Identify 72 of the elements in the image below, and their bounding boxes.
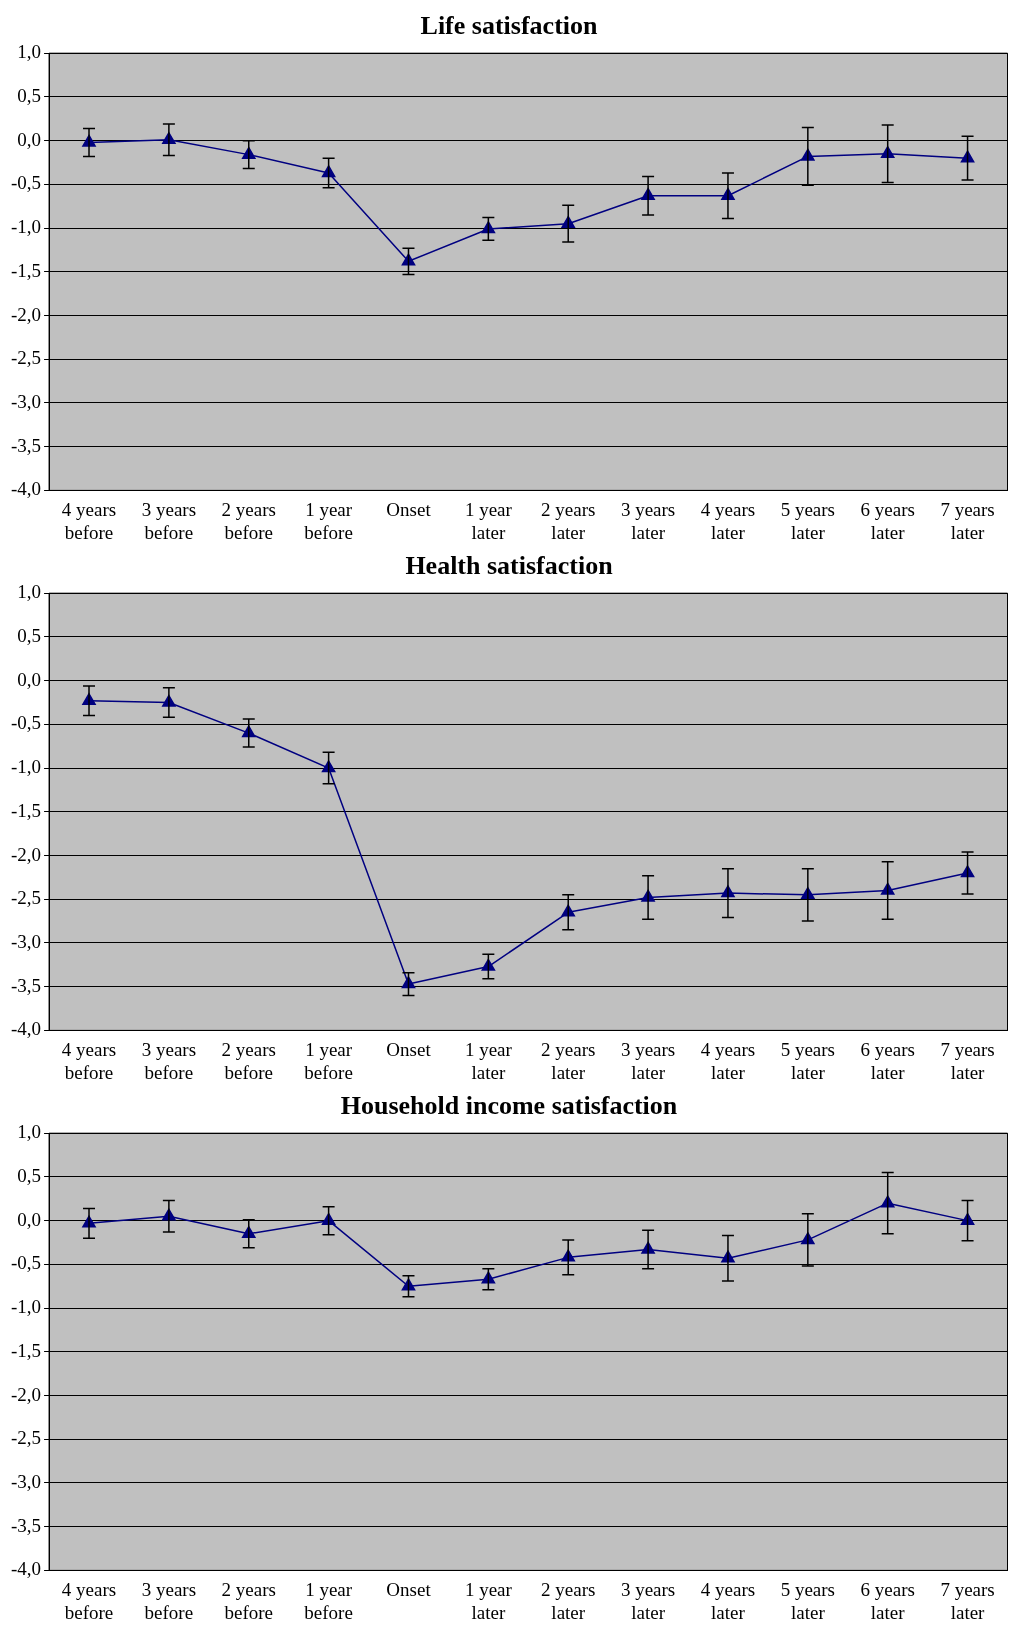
x-tick-label: Onset <box>386 1038 432 1060</box>
x-tick-label: 6 years later <box>860 498 915 543</box>
y-tick-label: -1,5 <box>11 799 42 821</box>
y-tick-label: 1,0 <box>17 581 42 603</box>
x-tick-label: Onset <box>386 498 432 520</box>
chart-title: Health satisfaction <box>405 551 614 581</box>
x-tick-label: 2 years later <box>541 1038 596 1083</box>
y-tick-label: -1,0 <box>11 756 42 778</box>
y-tick-label: -2,0 <box>11 843 42 865</box>
x-tick-label: Onset <box>386 1578 432 1600</box>
y-tick-label: 0,0 <box>17 668 42 690</box>
x-tick-label: 4 years later <box>700 498 756 543</box>
x-tick-label: 4 years before <box>61 498 117 543</box>
x-tick-label: 4 years later <box>700 1578 756 1623</box>
y-tick-label: -4,0 <box>11 478 42 500</box>
x-tick-label: 1 year later <box>464 498 513 543</box>
x-tick-label: 6 years later <box>860 1038 915 1083</box>
x-tick-label: 1 year before <box>304 498 353 543</box>
x-tick-label: 1 year before <box>304 1038 353 1083</box>
y-tick-label: -3,0 <box>11 930 42 952</box>
y-tick-label: -2,5 <box>11 347 42 369</box>
y-tick-label: -2,5 <box>11 887 42 909</box>
y-tick-label: -3,0 <box>11 1470 42 1492</box>
x-tick-label: 3 years before <box>141 1578 197 1623</box>
x-tick-label: 1 year later <box>464 1578 513 1623</box>
y-tick-label: 0,5 <box>17 1164 42 1186</box>
x-tick-label: 5 years later <box>780 498 835 543</box>
y-tick-label: 0,0 <box>17 1208 42 1230</box>
y-tick-label: -2,5 <box>11 1427 42 1449</box>
x-tick-label: 3 years later <box>620 498 676 543</box>
chart-title: Life satisfaction <box>420 11 598 41</box>
x-tick-label: 2 years before <box>221 1578 276 1623</box>
chart-title: Household income satisfaction <box>340 1091 678 1121</box>
x-tick-label: 2 years later <box>541 498 596 543</box>
x-tick-label: 7 years later <box>940 1038 995 1083</box>
y-tick-label: -0,5 <box>11 712 42 734</box>
y-tick-label: -2,0 <box>11 1383 42 1405</box>
x-tick-label: 2 years later <box>541 1578 596 1623</box>
y-tick-label: -4,0 <box>11 1558 42 1580</box>
y-tick-label: -3,5 <box>11 1514 42 1536</box>
y-tick-label: -4,0 <box>11 1018 42 1040</box>
x-tick-label: 3 years later <box>620 1038 676 1083</box>
x-tick-label: 3 years before <box>141 1038 197 1083</box>
x-tick-label: 1 year before <box>304 1578 353 1623</box>
x-tick-label: 7 years later <box>940 1578 995 1623</box>
y-tick-label: -3,5 <box>11 974 42 996</box>
y-tick-label: -1,0 <box>11 216 42 238</box>
x-tick-label: 3 years before <box>141 498 197 543</box>
y-tick-label: -1,5 <box>11 1339 42 1361</box>
y-tick-label: -1,5 <box>11 259 42 281</box>
x-tick-label: 3 years later <box>620 1578 676 1623</box>
x-tick-label: 4 years later <box>700 1038 756 1083</box>
y-tick-label: -0,5 <box>11 1252 42 1274</box>
x-tick-label: 6 years later <box>860 1578 915 1623</box>
y-tick-label: -0,5 <box>11 172 42 194</box>
y-tick-label: 1,0 <box>17 1121 42 1143</box>
x-tick-label: 5 years later <box>780 1578 835 1623</box>
x-tick-label: 4 years before <box>61 1578 117 1623</box>
x-tick-label: 4 years before <box>61 1038 117 1083</box>
x-tick-label: 2 years before <box>221 498 276 543</box>
y-tick-label: -1,0 <box>11 1296 42 1318</box>
y-tick-label: -3,5 <box>11 434 42 456</box>
y-tick-label: 1,0 <box>17 41 42 63</box>
x-tick-label: 5 years later <box>780 1038 835 1083</box>
y-tick-label: 0,5 <box>17 84 42 106</box>
y-tick-label: -3,0 <box>11 390 42 412</box>
x-tick-label: 7 years later <box>940 498 995 543</box>
y-tick-label: 0,5 <box>17 624 42 646</box>
y-tick-label: -2,0 <box>11 303 42 325</box>
y-tick-label: 0,0 <box>17 128 42 150</box>
x-tick-label: 1 year later <box>464 1038 513 1083</box>
x-tick-label: 2 years before <box>221 1038 276 1083</box>
